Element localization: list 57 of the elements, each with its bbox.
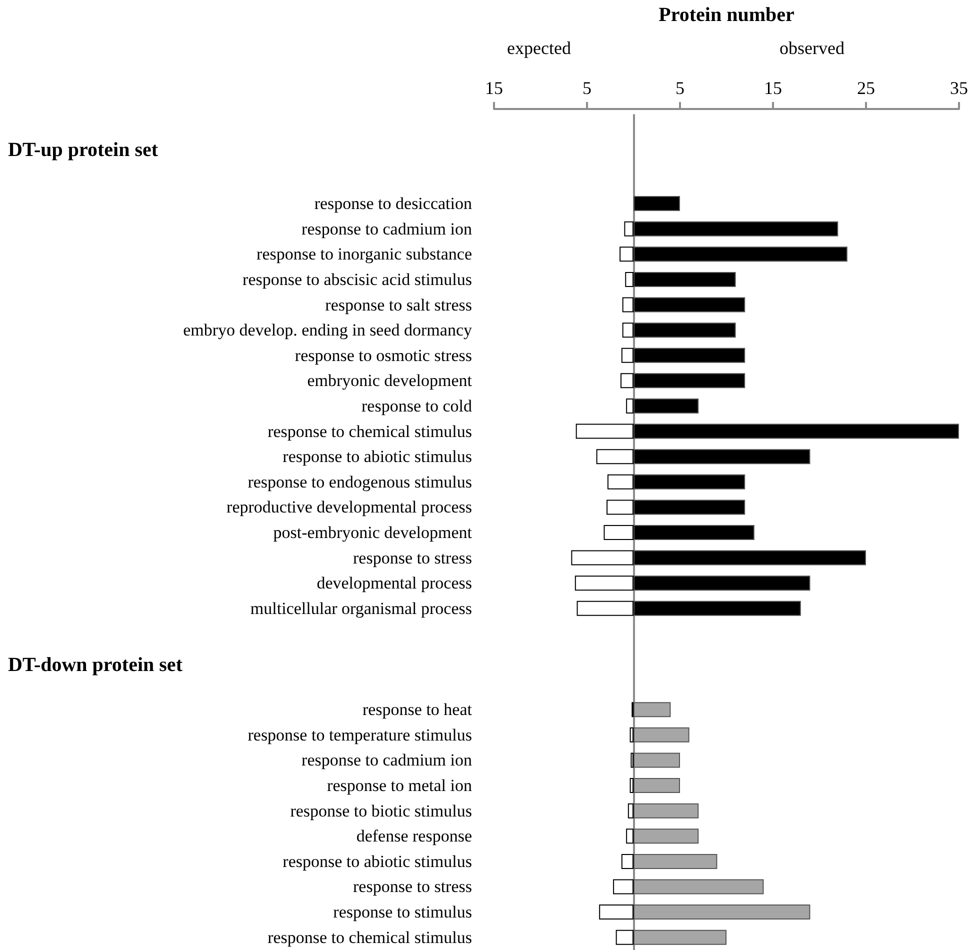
y-tick-label: response to chemical stimulus xyxy=(268,928,472,947)
bar xyxy=(634,727,690,742)
y-tick-label: response to stimulus xyxy=(333,902,472,922)
y-tick-label: embryonic development xyxy=(307,371,472,390)
text: DT-down protein set xyxy=(8,654,183,676)
y-tick-label: response to metal ion xyxy=(327,776,472,796)
bar xyxy=(626,828,634,844)
y-tick-label: response to cold xyxy=(362,396,472,416)
bar xyxy=(634,930,726,945)
bar xyxy=(630,778,634,794)
bar xyxy=(634,828,699,844)
y-tick-label: response to heat xyxy=(362,700,472,720)
bar xyxy=(616,930,634,945)
x-tick-label: 5 xyxy=(582,78,592,98)
y-tick-label: response to abscisic acid stimulus xyxy=(242,270,472,289)
x-tick-label: 15 xyxy=(764,78,782,98)
bar xyxy=(634,196,680,212)
y-tick-label: response to cadmium ion xyxy=(302,750,472,770)
bar xyxy=(621,854,634,869)
bar xyxy=(634,778,680,794)
bar xyxy=(634,702,671,718)
y-tick-label: response to stress xyxy=(353,548,472,568)
y-tick-label: response to desiccation xyxy=(314,194,472,214)
y-tick-label: post-embryonic development xyxy=(273,523,472,542)
text: expected xyxy=(507,38,571,58)
bar xyxy=(613,879,634,894)
y-tick-label: response to temperature stimulus xyxy=(248,725,472,744)
x-axis-title: Protein number xyxy=(658,4,794,26)
bar xyxy=(630,727,634,742)
y-tick-label: response to chemical stimulus xyxy=(268,422,472,441)
y-tick-label: response to biotic stimulus xyxy=(290,801,472,820)
y-tick-label: response to osmotic stress xyxy=(294,346,472,365)
y-tick-label: embryo develop. ending in seed dormancy xyxy=(183,320,472,340)
y-tick-label: developmental process xyxy=(316,574,472,593)
bar xyxy=(634,803,699,818)
y-tick-label: reproductive developmental process xyxy=(226,498,472,517)
bar xyxy=(634,854,718,869)
y-tick-label: defense response xyxy=(356,826,472,846)
bar xyxy=(634,879,764,894)
bar xyxy=(599,904,634,920)
bar xyxy=(634,752,680,768)
text: DT-up protein set xyxy=(8,139,158,161)
y-tick-label: response to cadmium ion xyxy=(302,219,472,238)
y-tick-label: response to endogenous stimulus xyxy=(248,472,472,492)
x-tick-label: 5 xyxy=(676,78,684,98)
y-tick-label: response to stress xyxy=(353,877,472,896)
y-tick-label: response to abiotic stimulus xyxy=(282,852,472,871)
x-tick-label: 15 xyxy=(485,78,503,98)
text: observed xyxy=(780,38,844,58)
y-tick-label: multicellular organismal process xyxy=(250,598,472,618)
y-tick-label: response to salt stress xyxy=(325,295,472,314)
bar xyxy=(628,803,634,818)
bar xyxy=(634,904,810,920)
x-tick-label: 35 xyxy=(950,78,968,98)
x-tick-label: 25 xyxy=(857,78,875,98)
y-tick-label: response to abiotic stimulus xyxy=(282,447,472,466)
y-tick-label: response to inorganic substance xyxy=(256,244,472,264)
